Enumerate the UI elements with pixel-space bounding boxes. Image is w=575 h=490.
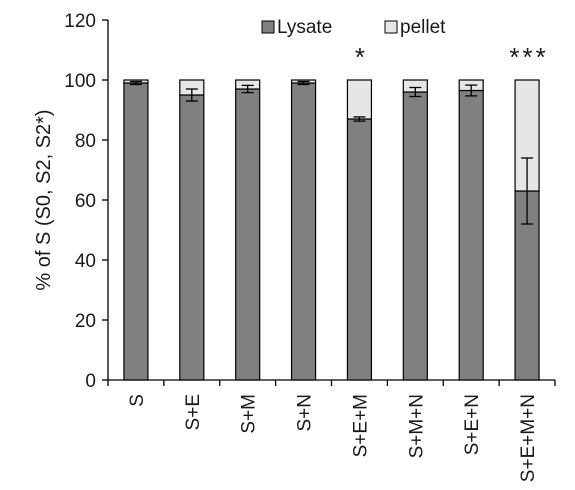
lysate-bar <box>179 94 205 381</box>
y-tick-label: 20 <box>75 311 96 332</box>
x-category-label: S+E <box>183 394 204 430</box>
lysate-bar <box>514 190 540 381</box>
y-tick-label: 0 <box>85 371 96 392</box>
x-category-label: S+E+N <box>462 394 483 455</box>
significance-marker: *** <box>509 42 548 72</box>
lysate-bar <box>235 88 261 381</box>
legend-label-pellet: pellet <box>400 17 446 38</box>
x-category-label: S <box>127 394 148 407</box>
legend-label-lysate: Lysate <box>277 17 332 38</box>
y-axis: 0 20 40 60 80 100 120 <box>64 11 109 392</box>
lysate-bar <box>402 91 428 381</box>
x-category-label: S+E+M <box>350 394 371 457</box>
y-axis-label: % of S (S0, S2, S2*) <box>33 109 55 290</box>
lysate-bar <box>290 82 317 381</box>
legend-swatch-pellet <box>384 20 398 34</box>
lysate-bar <box>123 82 149 381</box>
y-tick-label: 80 <box>75 131 96 152</box>
y-tick-label: 60 <box>75 191 96 212</box>
bars <box>123 79 540 381</box>
x-category-label: S+E+M+N <box>518 394 539 482</box>
legend-swatch-lysate <box>261 20 275 34</box>
lysate-bar <box>346 118 373 381</box>
legend: Lysate pellet <box>261 17 446 38</box>
x-category-label: S+N <box>295 394 316 432</box>
error-bars <box>129 80 534 225</box>
x-axis: S S+E S+M S+N S+E+M S+M+N S+E+N S+E+M+N <box>107 379 556 482</box>
y-tick-label: 120 <box>64 11 96 32</box>
x-category-label: S+M <box>239 394 260 434</box>
significance-markers: * *** <box>355 42 548 72</box>
lysate-bar <box>458 89 484 381</box>
pellet-bar <box>346 79 373 120</box>
x-category-label: S+M+N <box>406 394 427 458</box>
y-tick-label: 100 <box>64 71 96 92</box>
y-tick-label: 40 <box>75 251 96 272</box>
significance-marker: * <box>355 42 368 72</box>
